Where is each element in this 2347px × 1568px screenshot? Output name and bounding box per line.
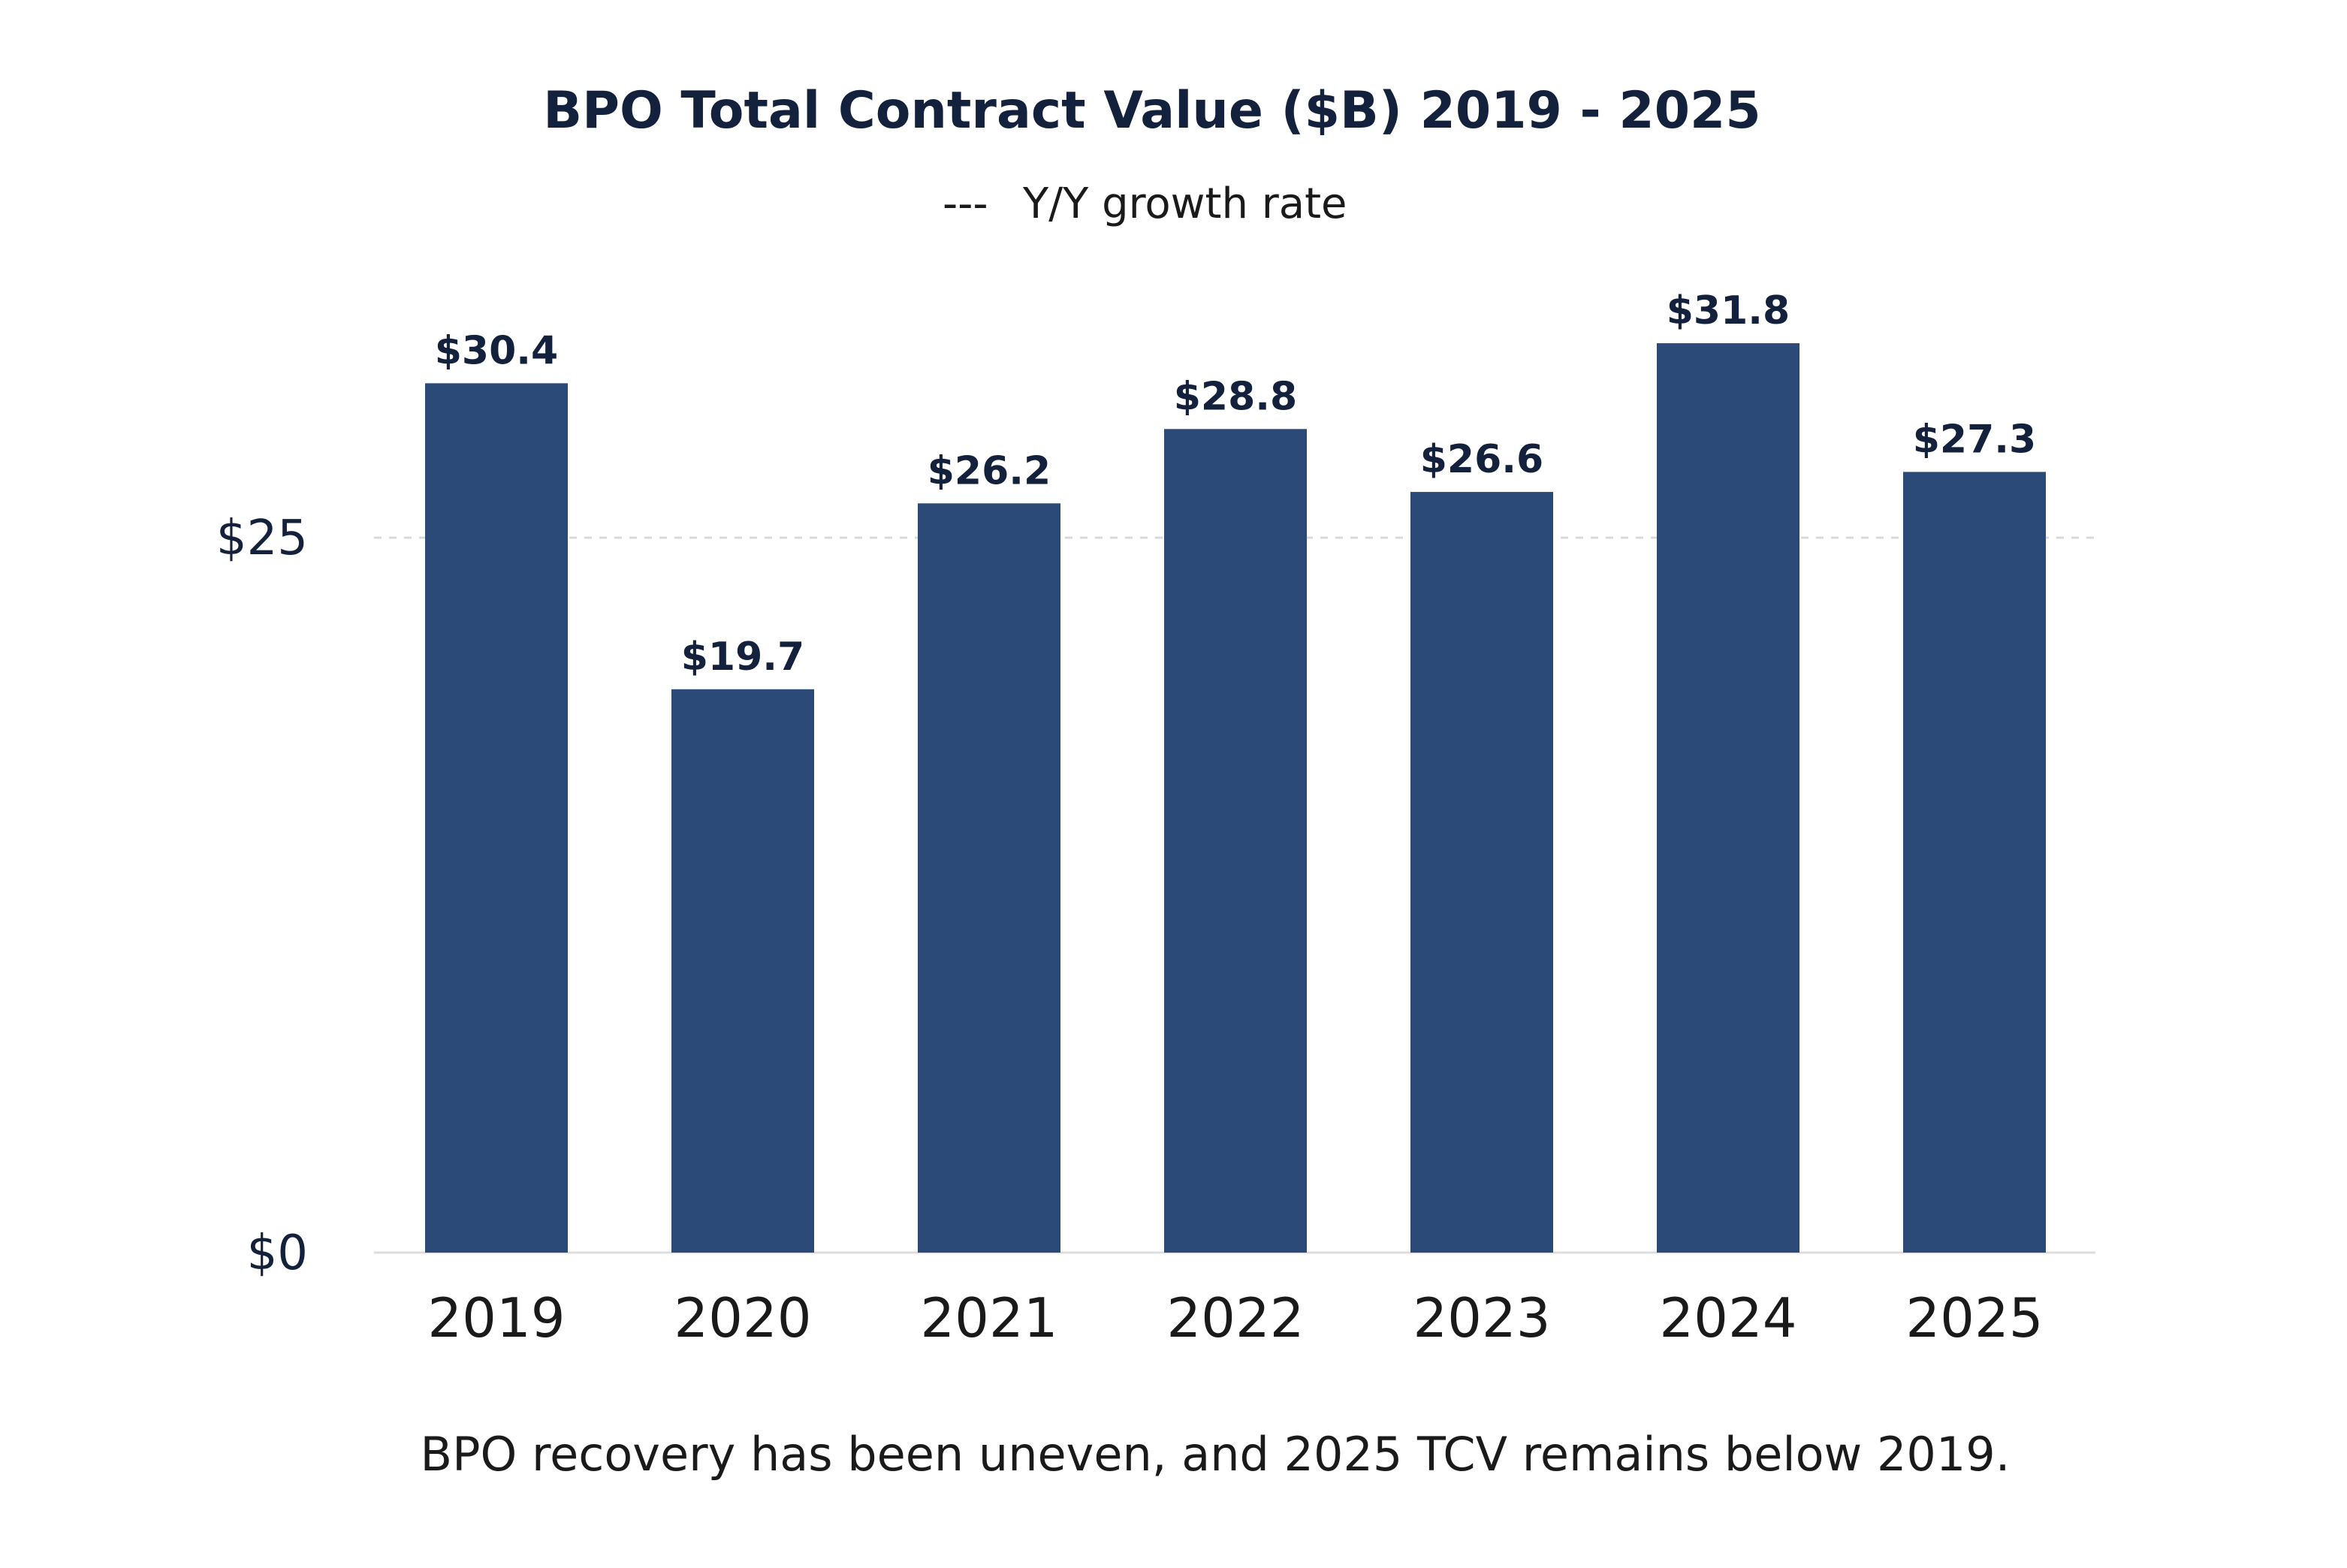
data-label: $27.3 <box>1913 417 2036 462</box>
x-tick-label: 2021 <box>920 1286 1057 1349</box>
bars <box>425 343 2046 1253</box>
data-label: $19.7 <box>681 635 804 680</box>
y-tick-label: $0 <box>247 1226 308 1281</box>
bar <box>1657 343 1799 1253</box>
data-label: $26.6 <box>1420 437 1543 482</box>
bar <box>918 503 1060 1253</box>
y-axis-ticks: $0 $25 <box>216 511 308 1281</box>
x-tick-label: 2019 <box>427 1286 565 1349</box>
y-tick-label: $25 <box>216 511 308 566</box>
x-tick-label: 2022 <box>1166 1286 1304 1349</box>
x-axis-ticks: 2019 2020 2021 2022 2023 2024 2025 <box>427 1286 2043 1349</box>
data-label: $30.4 <box>435 328 558 373</box>
data-labels: $30.4 $19.7 $26.2 $28.8 $26.6 $31.8 $27.3 <box>435 288 2036 680</box>
data-label: $28.8 <box>1174 374 1297 419</box>
legend-label: Y/Y growth rate <box>1022 179 1347 228</box>
bar <box>1164 429 1307 1253</box>
bar <box>425 383 568 1253</box>
legend-marker: --- <box>943 179 988 228</box>
chart-caption: BPO recovery has been uneven, and 2025 T… <box>421 1427 2011 1482</box>
bar <box>1410 492 1553 1253</box>
bar <box>1903 472 2046 1253</box>
x-tick-label: 2025 <box>1905 1286 2043 1349</box>
chart-title: BPO Total Contract Value ($B) 2019 - 202… <box>543 81 1760 140</box>
x-tick-label: 2020 <box>674 1286 811 1349</box>
data-label: $26.2 <box>928 448 1051 493</box>
x-tick-label: 2024 <box>1659 1286 1796 1349</box>
legend: --- Y/Y growth rate <box>943 179 1347 228</box>
data-label: $31.8 <box>1667 288 1790 333</box>
bar <box>671 689 814 1253</box>
x-tick-label: 2023 <box>1413 1286 1550 1349</box>
